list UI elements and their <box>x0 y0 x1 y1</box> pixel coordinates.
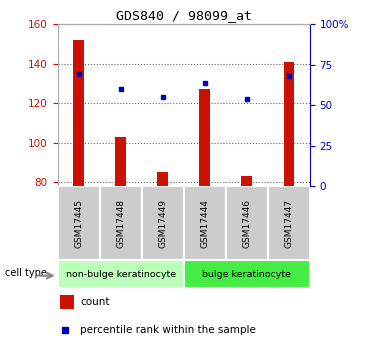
Bar <box>184 186 226 260</box>
Bar <box>115 137 126 186</box>
Text: GSM17448: GSM17448 <box>116 199 125 248</box>
Bar <box>283 62 294 186</box>
Text: GSM17444: GSM17444 <box>200 199 209 248</box>
Text: non-bulge keratinocyte: non-bulge keratinocyte <box>66 270 175 279</box>
Text: GSM17449: GSM17449 <box>158 199 167 248</box>
Text: GSM17447: GSM17447 <box>284 199 293 248</box>
Text: count: count <box>80 297 110 307</box>
Title: GDS840 / 98099_at: GDS840 / 98099_at <box>116 9 252 22</box>
Bar <box>99 186 142 260</box>
Bar <box>242 176 252 186</box>
Bar <box>157 172 168 186</box>
Bar <box>200 89 210 186</box>
Bar <box>58 260 184 288</box>
Text: bulge keratinocyte: bulge keratinocyte <box>202 270 291 279</box>
Bar <box>142 186 184 260</box>
Bar <box>226 186 268 260</box>
Bar <box>268 186 310 260</box>
Text: percentile rank within the sample: percentile rank within the sample <box>80 325 256 335</box>
Bar <box>58 186 99 260</box>
Bar <box>73 40 84 186</box>
Text: GSM17446: GSM17446 <box>242 199 251 248</box>
Bar <box>184 260 310 288</box>
Bar <box>60 295 74 309</box>
Text: cell type: cell type <box>4 268 46 278</box>
Text: GSM17445: GSM17445 <box>74 199 83 248</box>
